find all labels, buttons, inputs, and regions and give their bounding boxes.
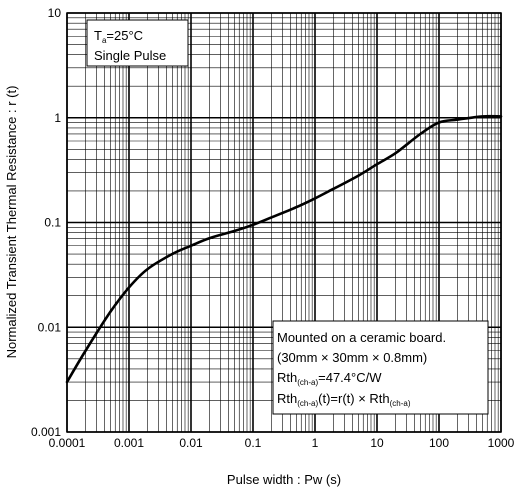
x-tick-label: 0.1	[245, 436, 262, 450]
x-tick-label: 100	[429, 436, 449, 450]
y-tick-label: 10	[48, 6, 62, 20]
x-tick-label: 1000	[488, 436, 515, 450]
x-axis-tick-labels: 0.0001 0.001 0.01 0.1 1 10 100 1000	[49, 436, 515, 450]
board-annotation: Mounted on a ceramic board. (30mm × 30mm…	[272, 320, 489, 415]
conditions-annotation: Ta=25°C Single Pulse	[86, 19, 189, 67]
y-tick-label: 0.1	[44, 216, 61, 230]
plot-frame	[66, 12, 502, 433]
board-mount-label: Mounted on a ceramic board.	[277, 330, 446, 345]
board-box	[272, 320, 489, 415]
y-tick-label: 0.001	[31, 425, 61, 439]
ambient-temperature-label: Ta=25°C	[94, 28, 143, 45]
x-tick-label: 0.0001	[49, 436, 86, 450]
y-axis-tick-labels: 0.001 0.01 0.1 1 10	[31, 6, 61, 439]
rth-value-label: Rth(ch-a)=47.4°C/W	[277, 370, 382, 387]
y-tick-label: 1	[54, 111, 61, 125]
x-tick-label: 0.001	[114, 436, 144, 450]
board-size-label: (30mm × 30mm × 0.8mm)	[277, 350, 427, 365]
x-axis-title: Pulse width : Pw (s)	[227, 472, 341, 487]
conditions-box	[86, 19, 189, 67]
series-line	[65, 114, 503, 384]
y-tick-label: 0.01	[38, 320, 62, 334]
single-pulse-label: Single Pulse	[94, 48, 166, 63]
x-tick-label: 1	[312, 436, 319, 450]
y-axis-title: Normalized Transient Thermal Resistance …	[4, 86, 19, 359]
rth-formula-label: Rth(ch-a)(t)=r(t) × Rth(ch-a)	[277, 391, 411, 408]
x-tick-label: 0.01	[179, 436, 203, 450]
x-tick-label: 10	[370, 436, 384, 450]
